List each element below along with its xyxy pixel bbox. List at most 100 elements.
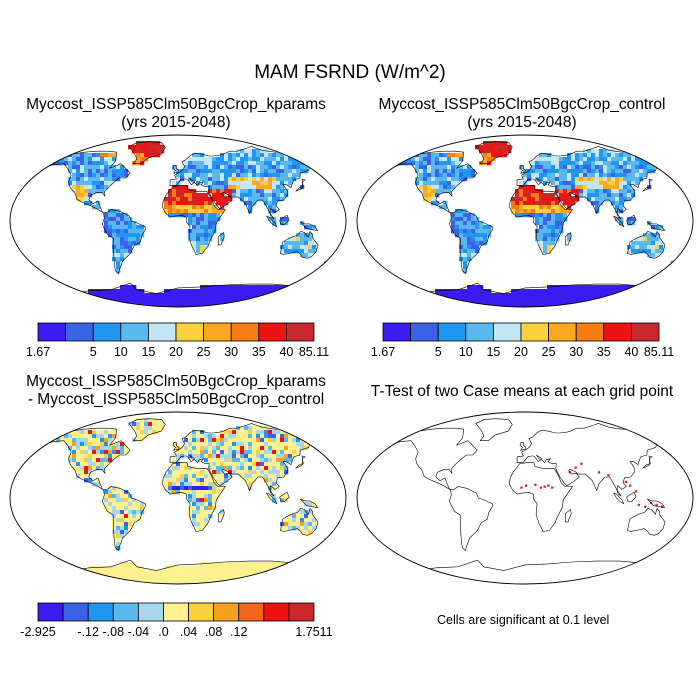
data-cell [204,566,209,571]
data-cell [535,301,540,306]
data-cell [148,293,153,298]
data-cell [264,161,269,166]
data-cell [192,514,197,519]
data-cell [100,293,105,298]
data-cell [467,221,472,226]
data-cell [631,293,636,298]
data-cell [284,301,289,306]
data-cell [276,470,281,475]
data-cell [224,169,229,174]
data-cell [72,442,77,447]
data-cell [264,157,269,162]
data-cell [264,450,269,455]
data-cell [272,498,277,503]
data-cell [627,221,632,226]
data-cell [571,297,576,302]
data-cell [264,165,269,170]
data-cell [88,430,93,435]
data-cell [232,582,237,584]
data-cell [423,161,428,166]
data-cell [495,145,500,150]
data-cell [599,301,604,306]
data-cell [280,197,285,202]
data-cell [108,173,113,178]
data-cell [623,293,628,298]
data-cell [471,245,476,250]
data-cell [240,446,245,451]
data-cell [84,301,89,306]
data-cell [188,213,193,218]
data-cell [555,205,560,210]
coastline-eurasia [169,423,322,497]
data-cell [300,566,305,571]
data-cell [268,430,273,435]
data-cell [188,506,193,511]
data-cell [531,305,536,307]
data-cell [252,582,257,584]
data-cell [200,450,205,455]
data-cell [284,217,289,222]
data-cell [228,446,233,451]
data-cell [411,157,416,162]
data-cell [204,574,209,579]
data-cell [571,173,576,178]
data-cell [200,177,205,182]
data-cell [244,454,249,459]
data-cell [56,438,61,443]
data-cell [567,285,572,290]
data-cell [284,177,289,182]
data-cell [304,153,309,158]
data-cell [304,237,309,242]
data-cell [264,442,269,447]
data-cell [92,161,97,166]
data-cell [52,570,57,575]
data-cell [232,574,237,579]
data-cell [264,574,269,579]
data-cell [615,301,620,306]
data-cell [192,213,197,218]
data-cell [423,177,428,182]
data-cell [120,229,125,234]
data-cell [112,494,117,499]
data-cell [427,153,432,158]
colorbar-swatch [630,322,660,342]
data-cell [503,297,508,302]
data-cell [308,237,313,242]
data-cell [196,177,201,182]
data-cell [288,297,293,302]
data-cell [527,197,532,202]
data-cell [256,169,261,174]
data-cell [112,526,117,531]
colorbar-swatch [137,602,164,622]
data-cell [559,213,564,218]
data-cell [607,161,612,166]
data-cell [116,542,121,547]
data-cell [499,153,504,158]
data-cell [260,458,265,463]
data-cell [216,169,221,174]
data-cell [272,450,277,455]
data-cell [455,153,460,158]
data-cell [188,578,193,583]
data-cell [603,149,608,154]
data-cell [192,197,197,202]
data-cell [643,233,648,238]
data-cell [280,466,285,471]
data-cell [192,233,197,238]
data-cell [188,450,193,455]
data-cell [72,161,77,166]
data-cell [300,253,305,258]
data-cell [272,470,277,475]
data-cell [483,297,488,302]
data-cell [240,289,245,294]
data-cell [120,253,125,258]
data-cell [595,293,600,298]
data-cell [571,305,576,307]
data-cell [579,289,584,294]
data-cell [467,233,472,238]
data-cell [292,522,297,527]
data-cell [240,293,245,298]
data-cell [603,177,608,182]
data-cell [571,189,576,194]
data-cell [415,177,420,182]
